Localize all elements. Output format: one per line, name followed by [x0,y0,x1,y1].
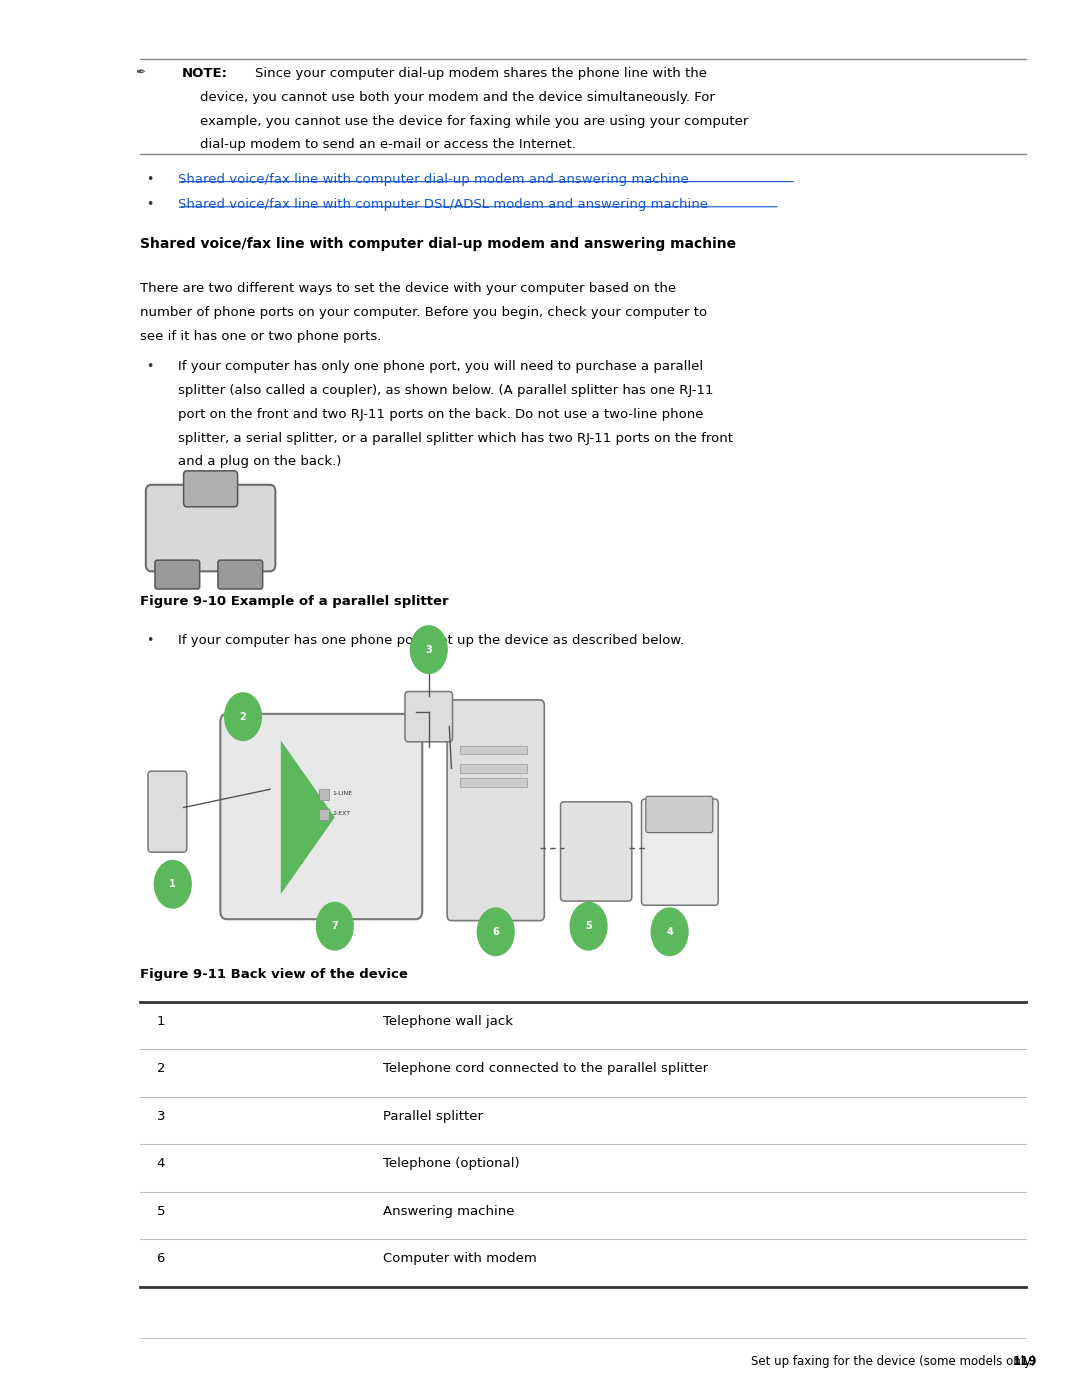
Text: •: • [146,634,153,647]
FancyBboxPatch shape [447,700,544,921]
Text: device, you cannot use both your modem and the device simultaneously. For: device, you cannot use both your modem a… [200,91,715,103]
Circle shape [570,902,607,950]
Text: Set up faxing for the device (some models only): Set up faxing for the device (some model… [751,1355,1036,1368]
Text: number of phone ports on your computer. Before you begin, check your computer to: number of phone ports on your computer. … [140,306,707,319]
FancyBboxPatch shape [646,796,713,833]
Text: splitter (also called a coupler), as shown below. (A parallel splitter has one R: splitter (also called a coupler), as sho… [178,384,714,397]
Text: Shared voice/fax line with computer dial-up modem and answering machine: Shared voice/fax line with computer dial… [140,237,737,251]
Text: 4: 4 [157,1157,165,1171]
FancyBboxPatch shape [156,560,200,590]
Text: 4: 4 [666,926,673,937]
Text: port on the front and two RJ-11 ports on the back. Do not use a two-line phone: port on the front and two RJ-11 ports on… [178,408,704,420]
Text: Telephone wall jack: Telephone wall jack [383,1014,513,1028]
Text: example, you cannot use the device for faxing while you are using your computer: example, you cannot use the device for f… [200,115,748,127]
Text: Telephone cord connected to the parallel splitter: Telephone cord connected to the parallel… [383,1062,708,1076]
Text: Figure 9-10 Example of a parallel splitter: Figure 9-10 Example of a parallel splitt… [140,595,449,608]
Circle shape [410,626,447,673]
Text: see if it has one or two phone ports.: see if it has one or two phone ports. [140,330,381,342]
Text: •: • [146,173,153,186]
Circle shape [225,693,261,740]
FancyBboxPatch shape [218,560,262,590]
Text: •: • [146,198,153,211]
FancyBboxPatch shape [184,471,238,507]
Text: Figure 9-11 Back view of the device: Figure 9-11 Back view of the device [140,968,408,981]
Text: 5: 5 [585,921,592,932]
Text: 2: 2 [157,1062,165,1076]
FancyBboxPatch shape [148,771,187,852]
Text: 1: 1 [157,1014,165,1028]
Text: If your computer has only one phone port, you will need to purchase a parallel: If your computer has only one phone port… [178,360,703,373]
Text: splitter, a serial splitter, or a parallel splitter which has two RJ-11 ports on: splitter, a serial splitter, or a parall… [178,432,733,444]
Text: 3: 3 [426,644,432,655]
Text: ✒: ✒ [135,67,146,80]
Text: •: • [146,360,153,373]
FancyBboxPatch shape [561,802,632,901]
Bar [460,764,527,773]
Circle shape [316,902,353,950]
Circle shape [154,861,191,908]
Text: Since your computer dial-up modem shares the phone line with the: Since your computer dial-up modem shares… [255,67,707,80]
FancyBboxPatch shape [146,485,275,571]
Text: 1: 1 [170,879,176,890]
Text: 7: 7 [332,921,338,932]
Bar [460,778,527,787]
Text: Answering machine: Answering machine [383,1204,515,1218]
Text: 2-EXT: 2-EXT [333,810,351,816]
Text: 3: 3 [157,1109,165,1123]
FancyBboxPatch shape [642,799,718,905]
Bar [460,746,527,754]
Text: and a plug on the back.): and a plug on the back.) [178,455,341,468]
Text: Parallel splitter: Parallel splitter [383,1109,484,1123]
Polygon shape [281,740,335,894]
Text: Shared voice/fax line with computer DSL/ADSL modem and answering machine: Shared voice/fax line with computer DSL/… [178,198,708,211]
Text: 6: 6 [157,1252,165,1266]
Bar [319,809,329,820]
Text: If your computer has one phone port, set up the device as described below.: If your computer has one phone port, set… [178,634,685,647]
Text: 1-LINE: 1-LINE [333,791,353,796]
Text: 5: 5 [157,1204,165,1218]
Circle shape [477,908,514,956]
Text: Shared voice/fax line with computer dial-up modem and answering machine: Shared voice/fax line with computer dial… [178,173,689,186]
Text: 119: 119 [1013,1355,1038,1368]
FancyBboxPatch shape [405,692,453,742]
Text: Telephone (optional): Telephone (optional) [383,1157,521,1171]
Text: Computer with modem: Computer with modem [383,1252,537,1266]
Text: 6: 6 [492,926,499,937]
Text: 2: 2 [240,711,246,722]
Bar [319,789,329,800]
FancyBboxPatch shape [220,714,422,919]
Text: dial-up modem to send an e-mail or access the Internet.: dial-up modem to send an e-mail or acces… [200,138,576,151]
Text: There are two different ways to set the device with your computer based on the: There are two different ways to set the … [140,282,676,295]
Text: NOTE:: NOTE: [181,67,228,80]
Circle shape [651,908,688,956]
